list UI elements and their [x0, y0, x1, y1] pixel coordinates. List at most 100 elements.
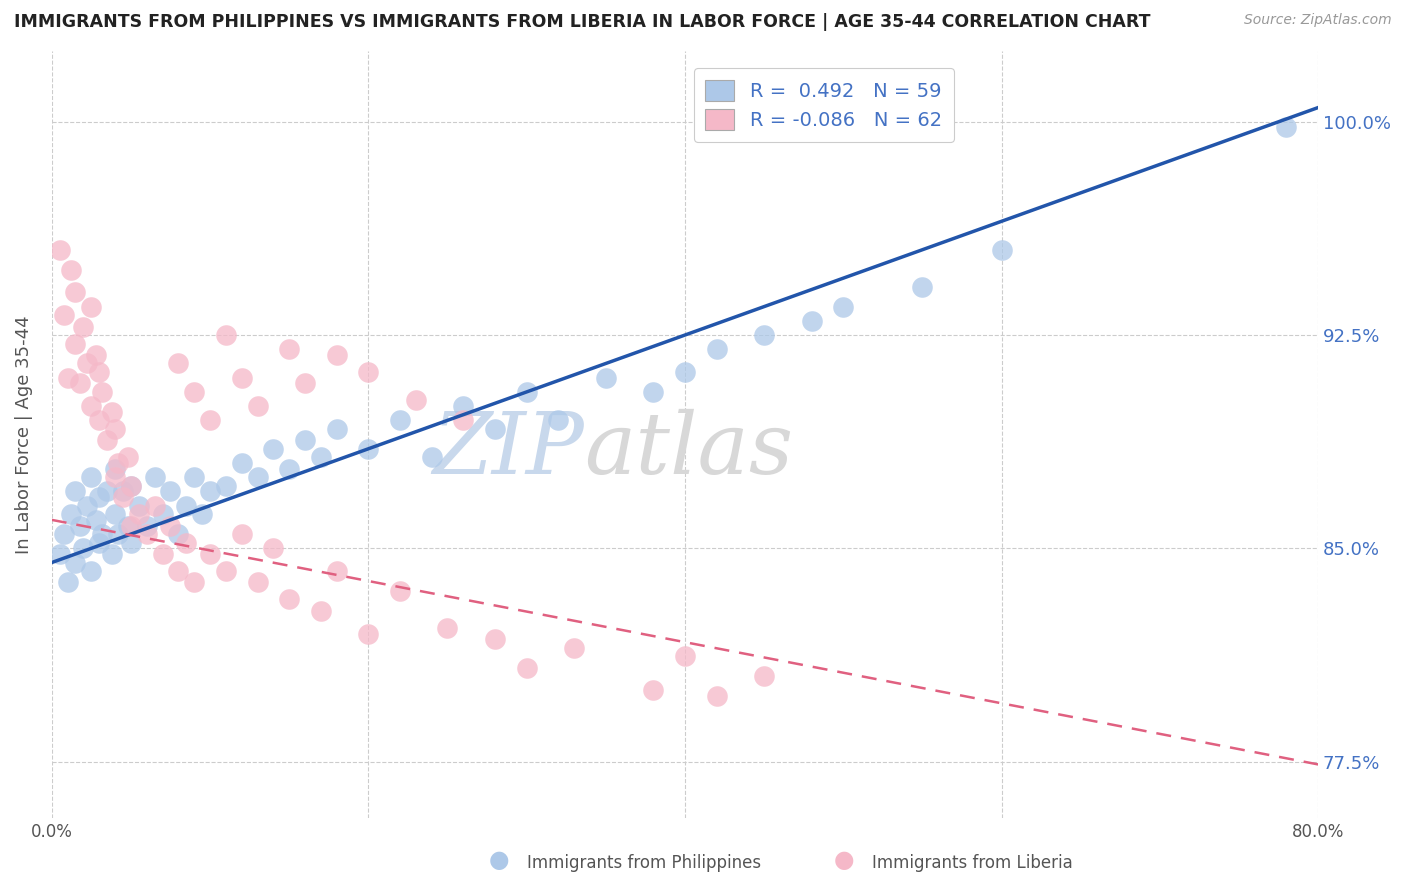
- Point: [262, 541, 284, 556]
- Point: [420, 450, 443, 465]
- Point: [89, 365, 111, 379]
- Point: [96, 484, 118, 499]
- Point: [278, 592, 301, 607]
- Point: [643, 683, 665, 698]
- Point: [84, 348, 107, 362]
- Point: [516, 384, 538, 399]
- Point: [72, 319, 94, 334]
- Point: [65, 484, 87, 499]
- Point: [167, 356, 190, 370]
- Point: [84, 513, 107, 527]
- Point: [484, 632, 506, 647]
- Point: [215, 328, 238, 343]
- Point: [48, 243, 70, 257]
- Point: [104, 461, 127, 475]
- Point: [65, 336, 87, 351]
- Y-axis label: In Labor Force | Age 35-44: In Labor Force | Age 35-44: [15, 315, 32, 554]
- Point: [111, 490, 134, 504]
- Point: [215, 479, 238, 493]
- Point: [278, 461, 301, 475]
- Point: [673, 649, 696, 664]
- Point: [101, 405, 124, 419]
- Point: [59, 262, 82, 277]
- Point: [294, 376, 316, 391]
- Point: [159, 518, 181, 533]
- Point: [65, 556, 87, 570]
- Point: [436, 621, 458, 635]
- Point: [191, 507, 214, 521]
- Point: [80, 564, 103, 578]
- Point: [198, 413, 221, 427]
- Point: [309, 604, 332, 618]
- Point: [117, 450, 139, 465]
- Point: [990, 243, 1012, 257]
- Point: [111, 484, 134, 499]
- Point: [198, 484, 221, 499]
- Text: ●: ●: [489, 848, 509, 872]
- Point: [453, 399, 475, 413]
- Point: [80, 300, 103, 314]
- Point: [325, 564, 347, 578]
- Point: [48, 547, 70, 561]
- Point: [388, 413, 411, 427]
- Point: [120, 479, 142, 493]
- Point: [357, 626, 380, 640]
- Point: [104, 422, 127, 436]
- Point: [246, 470, 269, 484]
- Point: [152, 547, 174, 561]
- Point: [595, 370, 617, 384]
- Point: [159, 484, 181, 499]
- Point: [80, 470, 103, 484]
- Point: [357, 442, 380, 456]
- Point: [72, 541, 94, 556]
- Point: [278, 343, 301, 357]
- Point: [752, 328, 775, 343]
- Point: [89, 490, 111, 504]
- Point: [800, 314, 823, 328]
- Point: [453, 413, 475, 427]
- Point: [167, 527, 190, 541]
- Text: ●: ●: [834, 848, 853, 872]
- Point: [135, 527, 157, 541]
- Text: Immigrants from Philippines: Immigrants from Philippines: [527, 855, 762, 872]
- Point: [96, 434, 118, 448]
- Point: [107, 456, 129, 470]
- Point: [56, 370, 79, 384]
- Point: [643, 384, 665, 399]
- Point: [128, 507, 150, 521]
- Point: [128, 499, 150, 513]
- Point: [176, 535, 198, 549]
- Point: [388, 584, 411, 599]
- Point: [76, 356, 98, 370]
- Point: [706, 343, 728, 357]
- Point: [69, 518, 91, 533]
- Point: [832, 300, 855, 314]
- Point: [53, 527, 76, 541]
- Text: Immigrants from Liberia: Immigrants from Liberia: [872, 855, 1073, 872]
- Point: [246, 575, 269, 590]
- Point: [53, 308, 76, 322]
- Point: [80, 399, 103, 413]
- Point: [325, 348, 347, 362]
- Point: [484, 422, 506, 436]
- Point: [215, 564, 238, 578]
- Point: [1275, 120, 1298, 135]
- Point: [101, 547, 124, 561]
- Point: [89, 535, 111, 549]
- Text: Source: ZipAtlas.com: Source: ZipAtlas.com: [1244, 13, 1392, 28]
- Point: [56, 575, 79, 590]
- Point: [76, 499, 98, 513]
- Point: [706, 689, 728, 703]
- Point: [89, 413, 111, 427]
- Point: [65, 285, 87, 300]
- Point: [547, 413, 569, 427]
- Point: [309, 450, 332, 465]
- Text: ZIP: ZIP: [432, 409, 583, 491]
- Point: [69, 376, 91, 391]
- Point: [262, 442, 284, 456]
- Point: [405, 393, 427, 408]
- Point: [231, 456, 253, 470]
- Point: [104, 507, 127, 521]
- Point: [516, 661, 538, 675]
- Point: [183, 384, 205, 399]
